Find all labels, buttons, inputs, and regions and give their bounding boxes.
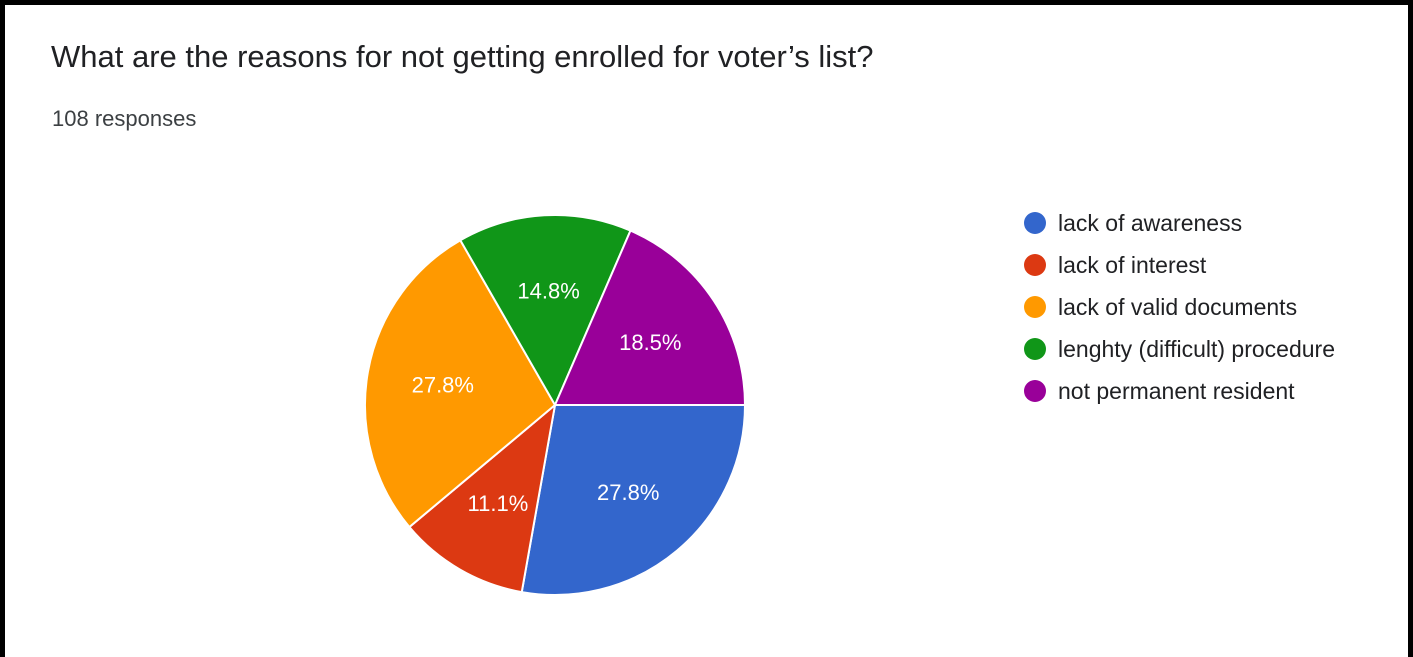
legend-item-0[interactable]: lack of awareness	[1024, 202, 1335, 244]
legend-label: lenghty (difficult) procedure	[1058, 336, 1335, 363]
legend-swatch-icon	[1024, 254, 1046, 276]
legend-item-1[interactable]: lack of interest	[1024, 244, 1335, 286]
legend-swatch-icon	[1024, 296, 1046, 318]
pie-slice-label-2: 27.8%	[412, 373, 474, 398]
pie-slice-label-0: 27.8%	[597, 480, 659, 505]
chart-legend: lack of awareness lack of interest lack of…	[1024, 202, 1335, 412]
pie-slice-label-1: 11.1%	[468, 491, 529, 516]
legend-swatch-icon	[1024, 338, 1046, 360]
legend-item-3[interactable]: lenghty (difficult) procedure	[1024, 328, 1335, 370]
legend-swatch-icon	[1024, 212, 1046, 234]
legend-label: not permanent resident	[1058, 378, 1295, 405]
legend-item-4[interactable]: not permanent resident	[1024, 370, 1335, 412]
legend-label: lack of valid documents	[1058, 294, 1297, 321]
pie-slice-label-3: 14.8%	[517, 279, 579, 304]
legend-label: lack of interest	[1058, 252, 1206, 279]
pie-slice-label-4: 18.5%	[619, 330, 681, 355]
legend-swatch-icon	[1024, 380, 1046, 402]
legend-item-2[interactable]: lack of valid documents	[1024, 286, 1335, 328]
legend-label: lack of awareness	[1058, 210, 1242, 237]
